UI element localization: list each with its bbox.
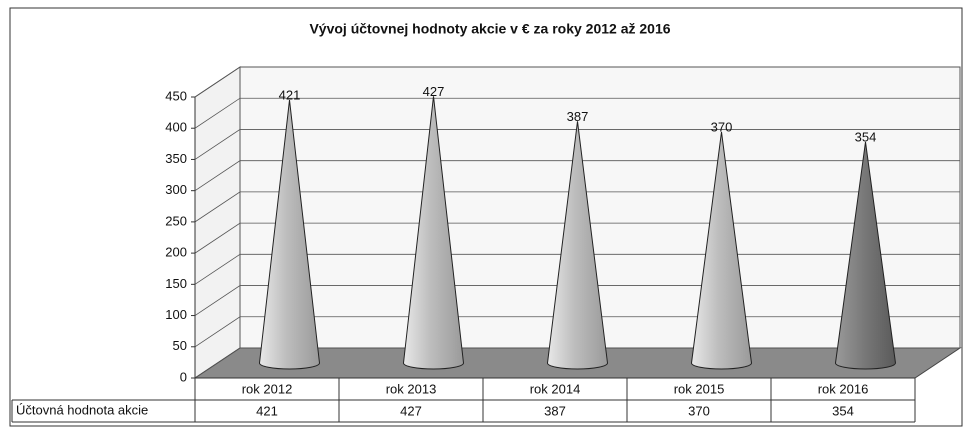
y-tick-label: 250 bbox=[165, 213, 187, 228]
grid-line bbox=[194, 97, 960, 129]
cone bbox=[258, 100, 321, 370]
data-label: 427 bbox=[423, 84, 445, 99]
y-tick-label: 200 bbox=[165, 245, 187, 260]
table-value: 354 bbox=[832, 403, 854, 418]
table-value: 427 bbox=[400, 403, 422, 418]
data-label: 370 bbox=[711, 119, 733, 134]
grid-line bbox=[194, 129, 960, 160]
x-tick-label: rok 2014 bbox=[530, 381, 581, 396]
y-tick-label: 400 bbox=[165, 120, 187, 135]
y-tick-label: 0 bbox=[180, 369, 187, 384]
table-value: 387 bbox=[544, 403, 566, 418]
x-tick-label: rok 2015 bbox=[674, 381, 725, 396]
table-value: 421 bbox=[256, 403, 278, 418]
data-label: 421 bbox=[279, 88, 301, 103]
y-tick-label: 350 bbox=[165, 151, 187, 166]
y-tick-label: 100 bbox=[165, 307, 187, 322]
x-tick-label: rok 2012 bbox=[242, 381, 293, 396]
y-tick-label: 50 bbox=[173, 338, 187, 353]
cone bbox=[546, 121, 609, 370]
table-value: 370 bbox=[688, 403, 710, 418]
data-label: 387 bbox=[567, 109, 589, 124]
x-tick-label: rok 2016 bbox=[818, 381, 869, 396]
data-label: 354 bbox=[855, 129, 877, 144]
legend-label: Účtovná hodnota akcie bbox=[16, 402, 148, 417]
cone bbox=[834, 141, 897, 370]
y-tick-label: 150 bbox=[165, 276, 187, 291]
cone bbox=[402, 96, 465, 370]
y-tick-label: 300 bbox=[165, 182, 187, 197]
y-tick-label: 450 bbox=[165, 88, 187, 103]
cone bbox=[690, 131, 753, 370]
x-tick-label: rok 2013 bbox=[386, 381, 437, 396]
grid-line bbox=[194, 66, 960, 98]
chart-title: Vývoj účtovnej hodnoty akcie v € za roky… bbox=[309, 21, 670, 37]
